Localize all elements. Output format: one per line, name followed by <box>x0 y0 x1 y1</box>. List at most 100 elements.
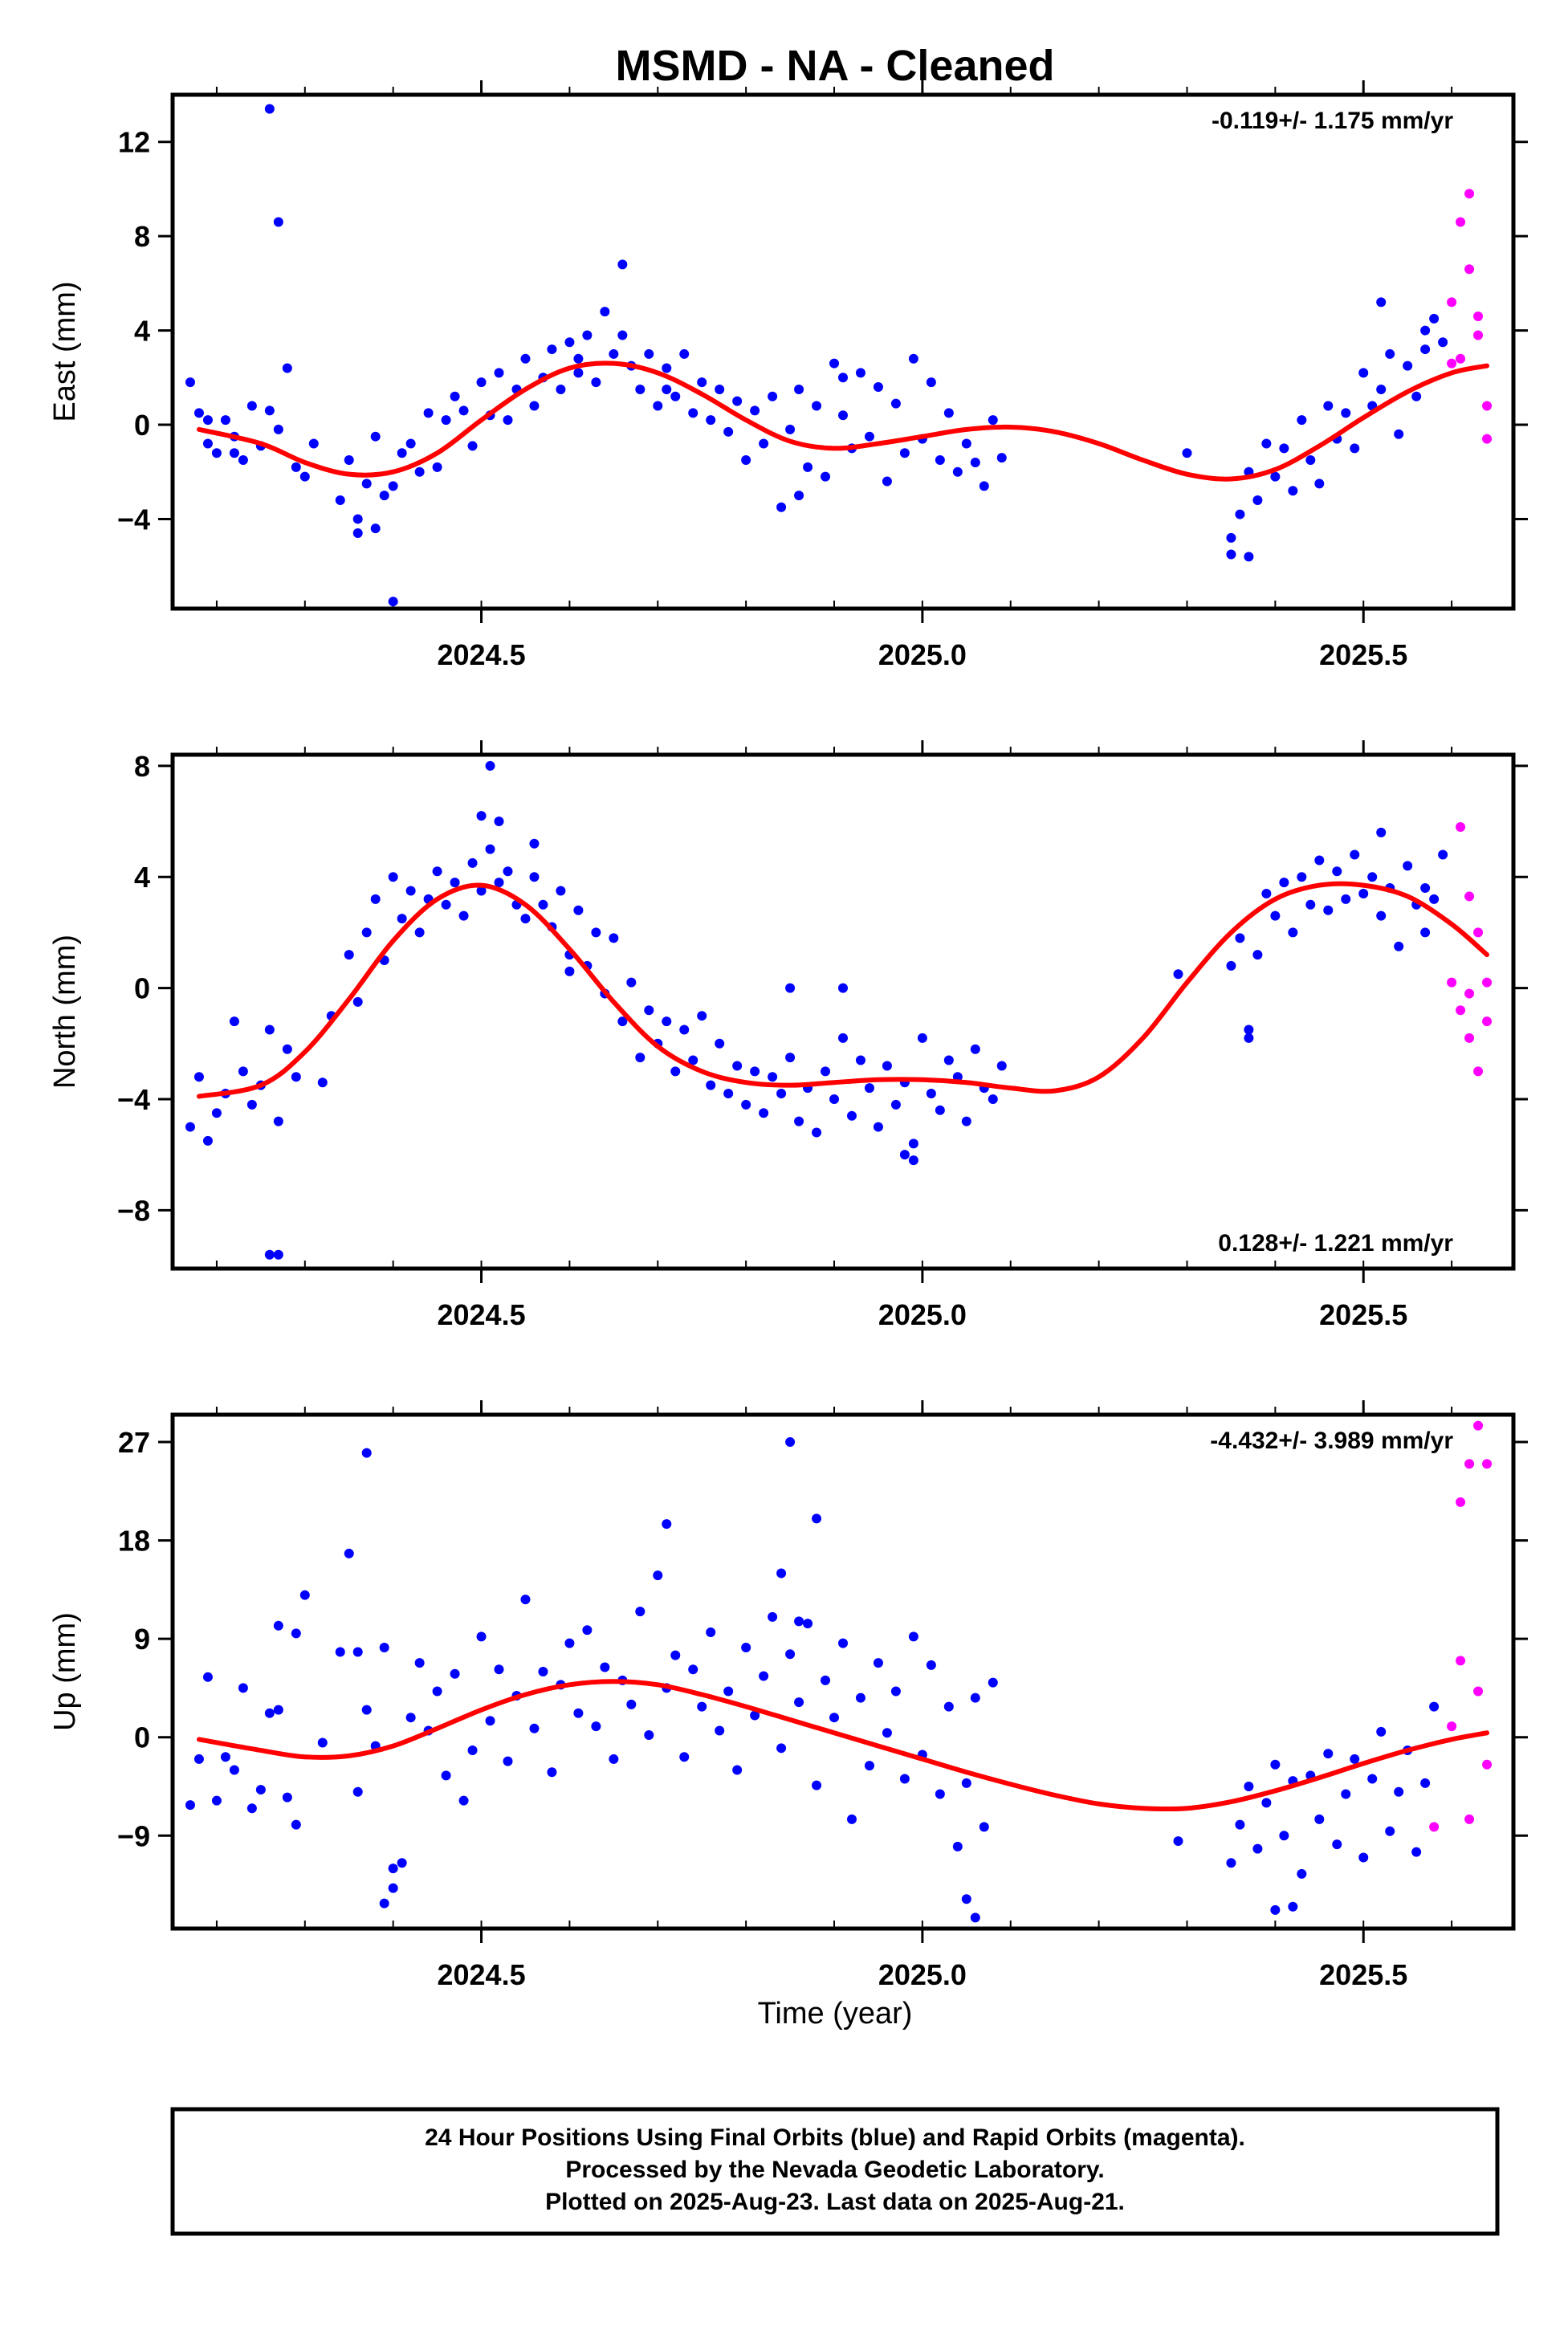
north-final-point <box>662 1016 672 1027</box>
north-final-point <box>838 983 848 993</box>
up-final-point <box>855 1693 865 1703</box>
east-final-point <box>370 523 381 534</box>
up-final-point <box>776 1743 787 1754</box>
north-final-point <box>1270 910 1281 921</box>
up-final-point <box>458 1795 469 1806</box>
north-final-point <box>317 1077 328 1088</box>
caption-line-2: Processed by the Nevada Geodetic Laborat… <box>565 2157 1104 2183</box>
up-final-point <box>715 1725 725 1736</box>
east-final-point <box>1288 486 1298 496</box>
north-final-point <box>1235 933 1245 943</box>
up-final-point <box>838 1638 848 1648</box>
up-final-point <box>935 1789 945 1799</box>
east-final-point <box>1341 408 1351 418</box>
north-final-point <box>635 1053 646 1063</box>
east-final-point <box>600 307 610 317</box>
north-final-point <box>282 1044 292 1054</box>
up-final-point <box>1226 1858 1236 1868</box>
east-final-point <box>723 426 734 437</box>
up-final-point <box>273 1620 283 1631</box>
up-final-point <box>821 1675 831 1685</box>
east-final-point <box>908 353 918 364</box>
north-final-point <box>846 1110 857 1121</box>
up-final-point <box>873 1658 883 1668</box>
east-final-point <box>697 377 707 388</box>
up-final-point <box>1252 1843 1263 1854</box>
north-final-point <box>943 1055 954 1065</box>
east-final-point <box>617 259 628 270</box>
east-final-point <box>759 438 769 449</box>
north-final-point <box>617 1016 628 1027</box>
north-final-point <box>458 910 469 921</box>
up-final-point <box>785 1649 796 1660</box>
east-final-point <box>1438 337 1448 348</box>
north-final-point <box>185 1122 195 1132</box>
up-final-point <box>768 1611 778 1622</box>
east-final-point <box>873 382 883 393</box>
north-final-point <box>1261 888 1272 898</box>
north-final-point <box>926 1089 936 1099</box>
up-final-point <box>273 1705 283 1715</box>
north-final-point <box>1244 1024 1254 1035</box>
north-final-point <box>1244 1033 1254 1043</box>
east-final-point <box>1376 297 1387 308</box>
up-fit-curve <box>196 1679 1490 1812</box>
north-final-point <box>1279 878 1289 888</box>
north-final-point <box>1367 872 1378 882</box>
up-rapid-point <box>1473 1420 1484 1431</box>
up-final-point <box>1270 1759 1281 1770</box>
east-final-point <box>821 471 831 482</box>
up-final-point <box>697 1701 707 1712</box>
north-final-point <box>935 1105 945 1115</box>
north-final-point <box>352 996 363 1007</box>
north-y-axis-label: North (mm) <box>48 935 82 1089</box>
east-final-point <box>1429 313 1440 324</box>
up-final-point <box>264 1708 275 1718</box>
north-final-point <box>961 1116 971 1126</box>
east-final-point <box>344 455 354 466</box>
north-final-point <box>503 866 513 877</box>
up-final-point <box>503 1756 513 1766</box>
east-final-point <box>494 368 504 378</box>
up-final-point <box>759 1671 769 1681</box>
east-final-point <box>935 455 945 466</box>
up-final-point <box>317 1737 328 1748</box>
up-final-point <box>255 1785 266 1795</box>
up-final-point <box>1261 1798 1272 1808</box>
up-final-point <box>732 1765 743 1775</box>
north-x-tick-label: 2024.5 <box>437 1298 525 1331</box>
east-final-point <box>979 481 989 491</box>
up-final-point <box>1332 1839 1342 1850</box>
east-final-point <box>202 438 213 449</box>
up-final-point <box>979 1822 989 1832</box>
north-data-layer <box>185 760 1493 1260</box>
east-final-point <box>361 479 372 489</box>
north-final-point <box>211 1108 222 1118</box>
up-final-point <box>352 1647 363 1657</box>
east-rapid-point <box>1447 297 1457 308</box>
up-final-point <box>547 1767 557 1778</box>
north-rapid-point <box>1464 891 1475 902</box>
north-rate-label: 0.128+/- 1.221 mm/yr <box>1218 1230 1453 1257</box>
north-y-tick-label: 0 <box>134 972 150 1005</box>
north-rapid-point <box>1456 821 1466 832</box>
east-final-point <box>864 431 874 442</box>
up-final-point <box>529 1723 540 1733</box>
east-final-point <box>882 476 892 487</box>
east-final-point <box>529 401 540 411</box>
north-final-point <box>1252 950 1263 960</box>
up-final-point <box>829 1713 840 1723</box>
east-final-point <box>1394 429 1404 439</box>
east-fit-curve <box>196 360 1490 482</box>
north-final-point <box>688 1055 698 1065</box>
up-final-point <box>662 1519 672 1530</box>
east-final-point <box>812 401 822 411</box>
north-final-point <box>202 1135 213 1146</box>
up-final-point <box>582 1625 593 1635</box>
north-final-point <box>723 1089 734 1099</box>
east-final-point <box>776 502 787 512</box>
east-final-point <box>211 448 222 458</box>
north-final-point <box>264 1249 275 1260</box>
up-rapid-point <box>1464 1814 1475 1824</box>
up-final-point <box>1314 1814 1325 1824</box>
